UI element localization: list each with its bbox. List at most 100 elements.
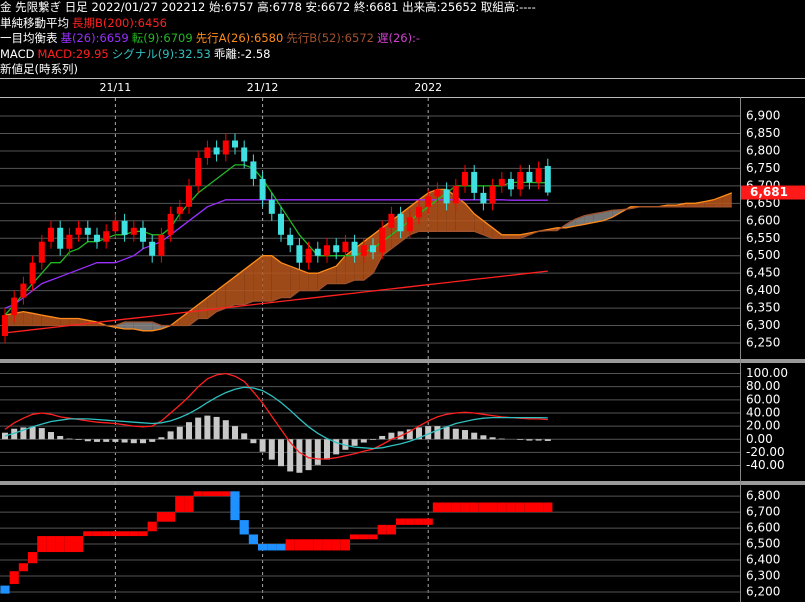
header-text: 先行A(26):6580 (195, 31, 284, 45)
price-brick (101, 531, 111, 537)
price-brick (386, 524, 396, 535)
span-b-line (5, 206, 732, 327)
price-brick (276, 544, 286, 551)
price-brick (0, 585, 10, 594)
cloud (722, 192, 732, 207)
histogram-bar (278, 439, 284, 467)
histogram-bar (296, 439, 303, 473)
price-brick (294, 539, 304, 551)
candle-body (130, 227, 137, 235)
price-brick (359, 534, 369, 540)
price-brick (331, 539, 341, 551)
y-tick-label: -20.00 (746, 445, 785, 459)
histogram-bar (379, 435, 386, 440)
price-brick (138, 531, 148, 537)
cloud (253, 255, 263, 302)
price-brick (304, 539, 314, 551)
header-text: 基(26):6659 (60, 31, 129, 45)
cloud (492, 227, 502, 239)
cloud (465, 203, 475, 232)
cloud (143, 322, 153, 331)
header-text: 乖離:-2.58 (213, 46, 271, 61)
price-brick (230, 491, 240, 521)
x-tick-label: 21/11 (100, 81, 132, 94)
y-tick-label: 6,400 (746, 553, 780, 567)
price-brick (239, 520, 249, 535)
candle-body (287, 234, 294, 246)
price-brick (396, 518, 406, 525)
candle-body (324, 245, 330, 256)
histogram-bar (526, 439, 533, 441)
price-brick (156, 512, 166, 522)
y-tick-label: 6,200 (746, 585, 780, 599)
cloud (41, 315, 51, 326)
candle-body (20, 283, 27, 298)
candle-body (121, 220, 128, 235)
price-brick (368, 534, 378, 540)
histogram-bar (480, 435, 487, 440)
candle-body (195, 157, 202, 186)
price-brick (442, 502, 452, 513)
cloud (501, 234, 511, 239)
header-text: 新値足(時系列) (0, 62, 78, 76)
candle-body (57, 227, 64, 249)
indicator-line (4, 270, 548, 334)
header-line: 単純移動平均 長期B(200):6456 (0, 16, 805, 32)
price-brick (478, 502, 488, 513)
candle-body (443, 189, 450, 204)
cloud (51, 316, 61, 326)
histogram-bar (149, 439, 156, 442)
price-brick (202, 491, 212, 497)
price-brick (524, 502, 534, 513)
cloud (685, 203, 695, 207)
price-brick (64, 536, 74, 553)
candle-body (544, 165, 551, 193)
histogram-bar (48, 432, 54, 440)
histogram-bar (11, 428, 18, 440)
last-price-box (741, 185, 805, 200)
candle-body (471, 171, 478, 193)
price-brick (377, 524, 387, 535)
cloud (216, 283, 226, 312)
price-brick (451, 502, 461, 513)
price-brick (147, 521, 157, 532)
histogram-bar (130, 439, 137, 444)
histogram-bar (222, 420, 229, 440)
candle-body (278, 213, 284, 235)
candle-body (167, 213, 174, 235)
price-brick (193, 491, 203, 497)
header-text: シグナル(9):32.53 (111, 46, 211, 61)
y-tick-label: 6,900 (746, 109, 780, 123)
y-tick-label: 6,250 (746, 335, 780, 349)
y-tick-label: -40.00 (746, 458, 785, 472)
candle-body (48, 227, 54, 242)
candle-body (480, 192, 487, 204)
y-tick-label: 6,800 (746, 489, 780, 503)
histogram-bar (314, 439, 321, 465)
candle-body (342, 241, 349, 253)
macd-line (4, 386, 548, 450)
candle-body (406, 217, 413, 232)
y-tick-label: 0.00 (746, 432, 773, 446)
price-brick (267, 544, 277, 551)
header-text: 長期B(200):6456 (72, 15, 167, 30)
candle-body (296, 245, 303, 263)
price-brick (184, 496, 194, 513)
candle-body (84, 227, 91, 235)
histogram-bar (57, 435, 64, 440)
histogram-bar (176, 426, 183, 440)
histogram-bar (443, 426, 450, 440)
histogram-bar (140, 439, 146, 444)
price-brick (9, 571, 19, 585)
cloud (133, 322, 143, 331)
header-text: 一目均衡表 (0, 31, 58, 45)
histogram-bar (360, 439, 367, 443)
y-tick-label: 6,600 (746, 521, 780, 535)
y-tick-label: 6,500 (746, 537, 780, 551)
price-brick (423, 518, 433, 525)
cloud (69, 318, 79, 326)
cloud (327, 266, 337, 284)
cloud (225, 276, 235, 309)
histogram-bar (416, 427, 422, 440)
